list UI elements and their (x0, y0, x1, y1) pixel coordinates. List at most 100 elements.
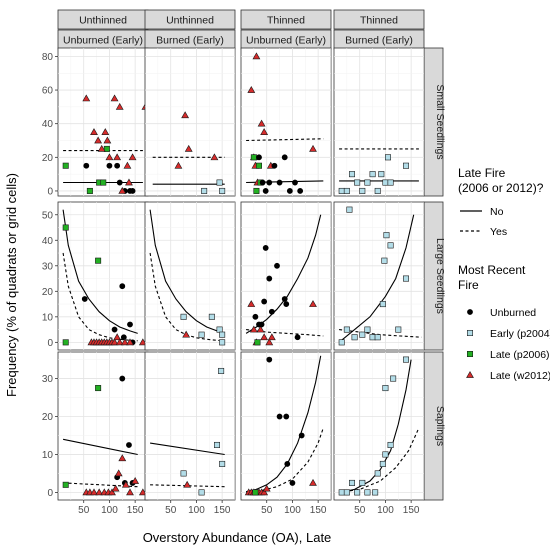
panel-background (333, 351, 425, 501)
data-point (372, 489, 379, 496)
data-point (309, 300, 317, 307)
y-tick-label: 30 (42, 261, 54, 272)
data-point (123, 161, 132, 169)
x-tick-label: 150 (127, 505, 144, 516)
data-point (62, 162, 69, 169)
data-point (256, 154, 262, 161)
panel-background (240, 351, 332, 501)
data-point (258, 321, 265, 328)
data-point (260, 333, 269, 341)
y-tick-label: 30 (42, 374, 54, 385)
data-point (402, 356, 409, 363)
x-tick-label: 100 (101, 505, 118, 516)
data-point (256, 325, 265, 333)
data-point (180, 313, 187, 320)
data-points (180, 367, 226, 496)
data-point (276, 179, 283, 186)
data-points (338, 206, 409, 346)
data-point (289, 480, 296, 486)
data-point (108, 488, 116, 496)
fit-line-late-fire-no (149, 209, 225, 334)
panel-background (240, 201, 332, 351)
panel-r0-c0 (57, 47, 150, 197)
data-point (382, 385, 389, 392)
data-point (283, 301, 290, 307)
y-tick-label: 10 (42, 312, 54, 323)
fit-lines (62, 209, 138, 342)
data-point (180, 470, 187, 477)
panel-r0-c3 (333, 47, 425, 197)
y-tick-label: 40 (42, 119, 54, 130)
data-point (106, 162, 113, 169)
data-point (126, 338, 134, 346)
fit-line-late-fire-no (62, 438, 138, 456)
data-point (265, 338, 274, 346)
data-point (309, 144, 317, 152)
y-tick-label: 40 (42, 236, 54, 247)
legend-key-marker (466, 329, 473, 336)
data-point (111, 484, 120, 492)
data-point (86, 187, 93, 194)
data-point (252, 313, 259, 320)
data-point (103, 136, 112, 144)
data-point (284, 461, 291, 467)
x-tick-label: 50 (165, 505, 177, 516)
x-tick-label: 50 (261, 505, 273, 516)
data-point (390, 375, 397, 382)
data-point (354, 489, 361, 496)
data-point (381, 257, 388, 264)
data-point (298, 432, 305, 439)
data-point (297, 188, 304, 194)
data-point (364, 326, 371, 333)
data-point (198, 331, 205, 338)
data-point (348, 479, 355, 486)
y-axis-title: Frequency (% of quadrats or grid cells) (4, 173, 19, 397)
row-strips: Small Seedlings Large Seedlings Saplings (423, 47, 446, 501)
data-point (82, 94, 91, 102)
panel-r2-c0 (57, 351, 149, 501)
data-point (118, 186, 127, 194)
data-point (119, 283, 126, 290)
fit-line-late-fire-yes (150, 484, 225, 488)
panel-r2-c2 (240, 351, 332, 501)
column-strip-label: Unthinned (166, 15, 214, 27)
x-tick-label: 150 (403, 505, 420, 516)
x-tick-label: 50 (78, 505, 90, 516)
data-point (95, 257, 102, 264)
data-point (281, 296, 288, 302)
data-point (218, 367, 225, 374)
data-point (105, 153, 114, 161)
data-point (219, 460, 226, 467)
data-point (286, 188, 293, 194)
data-point (181, 111, 190, 119)
data-point (127, 321, 133, 328)
data-point (110, 94, 119, 102)
fit-line-late-fire-yes (339, 329, 422, 338)
data-point (338, 489, 345, 496)
fit-line-late-fire-no (150, 442, 225, 456)
data-point (110, 338, 119, 346)
panel-background (144, 201, 236, 351)
fit-line-late-fire-yes (62, 252, 138, 342)
panel-r0-c1 (144, 47, 236, 197)
data-point (97, 144, 106, 152)
data-point (402, 162, 409, 169)
legend-key-marker (466, 350, 473, 357)
data-point (260, 128, 269, 135)
data-point (131, 477, 140, 484)
data-point (364, 179, 371, 186)
data-point (257, 119, 266, 127)
data-point (359, 331, 366, 338)
data-point (374, 334, 381, 341)
fit-line-late-fire-no (62, 209, 138, 334)
data-point (113, 333, 122, 341)
data-points (180, 313, 226, 346)
panel-background (57, 47, 149, 197)
column-strip-label: Unthinned (79, 15, 127, 27)
data-point (262, 188, 269, 194)
data-point (120, 334, 127, 341)
data-point (138, 488, 147, 496)
data-point (90, 128, 98, 135)
data-point (183, 480, 192, 488)
data-point (90, 488, 98, 496)
